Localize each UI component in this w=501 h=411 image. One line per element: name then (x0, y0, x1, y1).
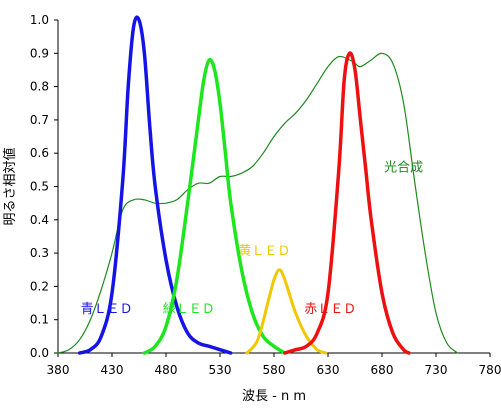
x-tick-label: 680 (371, 363, 394, 377)
y-tick-label: 0.6 (30, 146, 49, 160)
series-line (142, 57, 287, 355)
series-line (245, 268, 328, 355)
x-axis-title: 波長 - n m (242, 389, 306, 404)
series-label: 緑ＬＥＤ (163, 302, 215, 317)
series-line (57, 52, 459, 354)
series-label: 赤ＬＥＤ (304, 302, 356, 317)
y-tick-label: 0.8 (30, 80, 49, 94)
y-tick-label: 0.5 (30, 180, 49, 194)
chart-plot-area (57, 15, 459, 355)
x-tick-label: 730 (425, 363, 448, 377)
x-tick-label: 580 (263, 363, 286, 377)
y-tick-label: 0.7 (30, 113, 49, 127)
series-label: 光合成 (384, 161, 423, 176)
x-tick-label: 480 (155, 363, 178, 377)
x-tick-label: 630 (317, 363, 340, 377)
x-tick-label: 780 (479, 363, 501, 377)
x-tick-label: 380 (47, 363, 70, 377)
series-line (77, 15, 233, 355)
y-tick-label: 0.1 (30, 313, 49, 327)
x-tick-label: 530 (209, 363, 232, 377)
y-tick-label: 0.0 (30, 346, 49, 360)
chart-axes: 0.0 0.1 0.2 0.3 0.4 0.5 0.6 0.7 0.8 0.9 1.0 380 430 4… (30, 13, 501, 377)
y-tick-label: 0.3 (30, 246, 49, 260)
series-label: 黄ＬＥＤ (238, 244, 290, 259)
y-tick-label: 0.9 (30, 46, 49, 60)
y-axis-title: 明るさ相対値 (2, 147, 18, 225)
series-label: 青ＬＥＤ (81, 302, 133, 317)
x-tick-label: 430 (101, 363, 124, 377)
y-tick-label: 1.0 (30, 13, 49, 27)
y-tick-label: 0.4 (30, 213, 49, 227)
series-line (283, 51, 411, 355)
y-tick-label: 0.2 (30, 279, 49, 293)
